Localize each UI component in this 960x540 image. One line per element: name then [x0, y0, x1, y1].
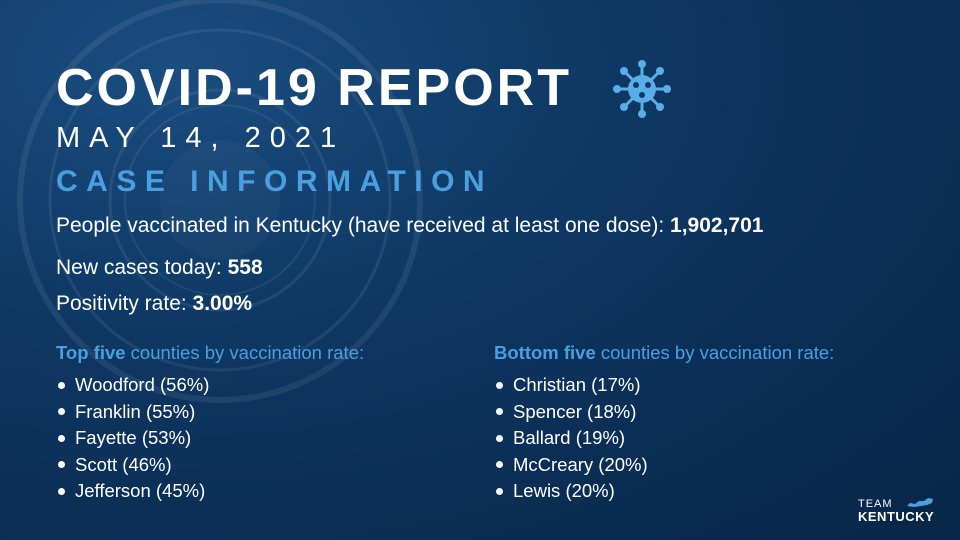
- list-item: Scott (46%): [56, 452, 364, 479]
- bullet-icon: [496, 408, 503, 416]
- top-five-column: Top five counties by vaccination rate: W…: [56, 340, 364, 505]
- list-item: Fayette (53%): [56, 425, 364, 452]
- stat-value: 3.00%: [192, 292, 253, 315]
- bullet-icon: [58, 434, 65, 442]
- county-label: Woodford (56%): [75, 374, 210, 395]
- top-five-heading: Top five counties by vaccination rate:: [56, 340, 364, 366]
- top-five-list: Woodford (56%) Franklin (55%) Fayette (5…: [56, 372, 364, 505]
- heading-bold: Top five: [56, 342, 126, 363]
- stat-label: People vaccinated in Kentucky (have rece…: [56, 214, 671, 237]
- county-label: Fayette (53%): [75, 427, 192, 448]
- stat-new-cases: New cases today: 558: [56, 254, 263, 282]
- county-label: Spencer (18%): [513, 400, 637, 422]
- report-title: COVID-19 REPORT: [56, 59, 572, 117]
- list-item: Woodford (56%): [56, 372, 364, 399]
- list-item: Jefferson (45%): [56, 478, 364, 505]
- list-item: McCreary (20%): [494, 452, 834, 479]
- list-item: Ballard (19%): [494, 425, 834, 452]
- list-item: Lewis (20%): [494, 478, 834, 505]
- heading-bold: Bottom five: [494, 342, 596, 363]
- stat-positivity-rate: Positivity rate: 3.00%: [56, 290, 252, 318]
- county-label: McCreary (20%): [513, 453, 648, 475]
- bullet-icon: [496, 434, 503, 442]
- stat-value: 558: [227, 256, 263, 279]
- bottom-five-column: Bottom five counties by vaccination rate…: [494, 340, 834, 505]
- section-heading: CASE INFORMATION: [56, 165, 494, 198]
- county-label: Christian (17%): [513, 374, 641, 395]
- list-item: Franklin (55%): [56, 399, 364, 426]
- bullet-icon: [58, 461, 65, 469]
- bullet-icon: [496, 487, 503, 495]
- bullet-icon: [496, 381, 503, 389]
- kentucky-map-icon: [907, 498, 933, 507]
- county-label: Franklin (55%): [75, 400, 196, 422]
- bullet-icon: [496, 461, 503, 469]
- brand-kentucky-text: KENTUCKY: [858, 509, 935, 524]
- county-label: Scott (46%): [75, 453, 172, 475]
- county-label: Lewis (20%): [513, 480, 615, 501]
- stat-vaccinated: People vaccinated in Kentucky (have rece…: [56, 212, 763, 240]
- bullet-icon: [58, 381, 65, 389]
- county-label: Jefferson (45%): [75, 480, 206, 501]
- list-item: Spencer (18%): [494, 399, 834, 426]
- bullet-icon: [58, 487, 65, 495]
- state-seal-watermark: [17, 0, 423, 403]
- brand-team-text: TEAM: [858, 498, 893, 510]
- virus-icon: [613, 60, 671, 118]
- team-kentucky-logo: TEAM KENTUCKY: [858, 498, 936, 524]
- stat-label: New cases today:: [56, 256, 228, 279]
- bottom-five-list: Christian (17%) Spencer (18%) Ballard (1…: [494, 372, 834, 505]
- heading-rest: counties by vaccination rate:: [125, 342, 365, 363]
- bottom-five-heading: Bottom five counties by vaccination rate…: [494, 340, 834, 366]
- county-label: Ballard (19%): [513, 427, 626, 448]
- heading-rest: counties by vaccination rate:: [595, 342, 835, 363]
- stat-value: 1,902,701: [670, 214, 764, 237]
- report-date: MAY 14, 2021: [56, 122, 346, 154]
- bullet-icon: [58, 408, 65, 416]
- stat-label: Positivity rate:: [56, 292, 193, 315]
- list-item: Christian (17%): [494, 372, 834, 399]
